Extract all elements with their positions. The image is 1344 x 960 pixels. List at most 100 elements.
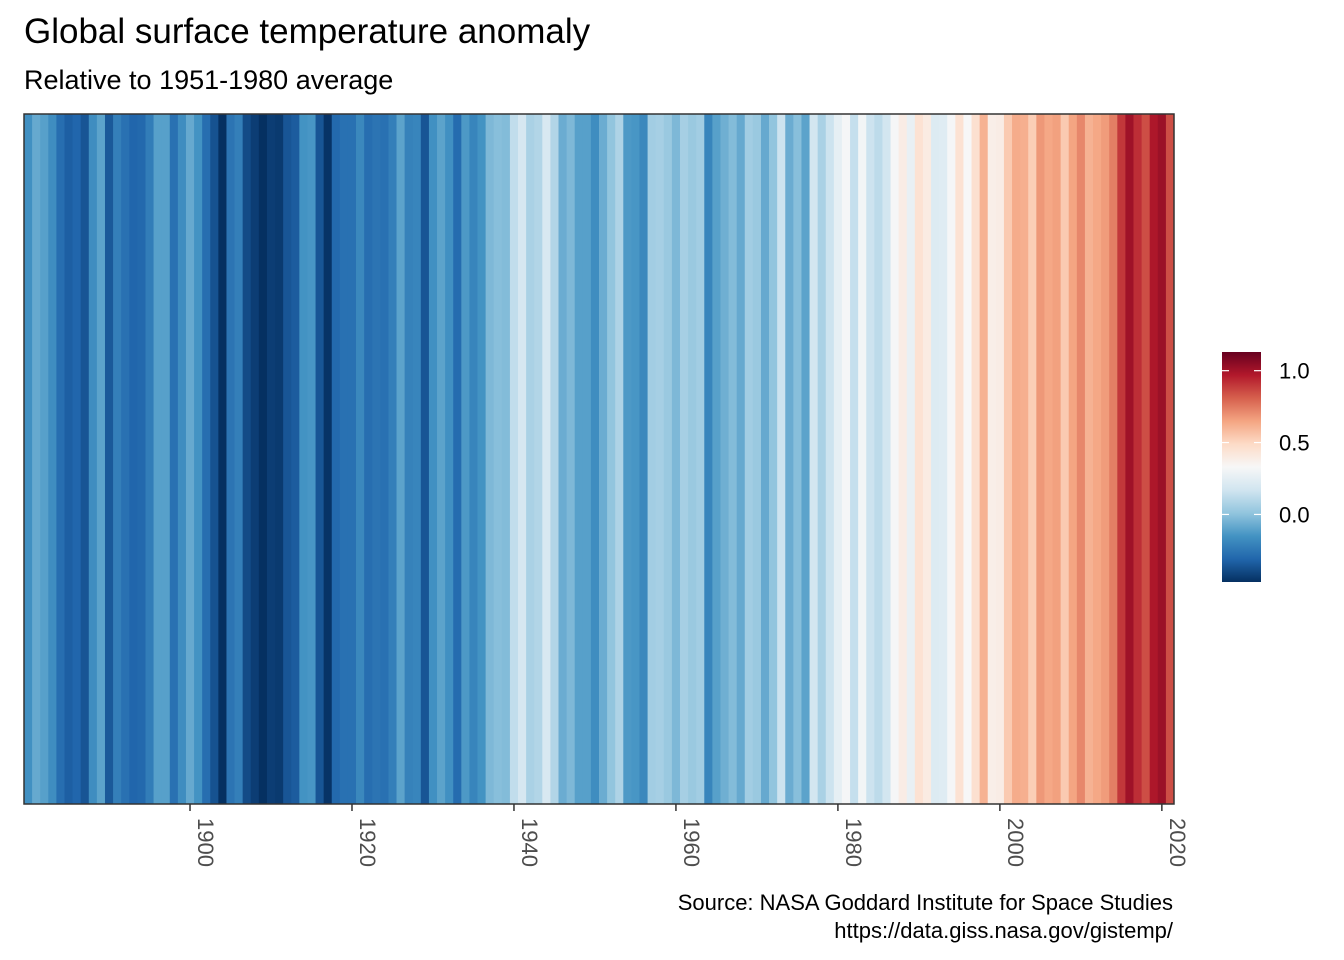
stripe-1973 (777, 114, 786, 804)
stripe-1914 (299, 114, 308, 804)
stripe-1985 (874, 114, 883, 804)
stripe-1895 (145, 114, 154, 804)
stripe-1974 (785, 114, 794, 804)
stripe-2009 (1068, 114, 1078, 804)
stripe-1980 (833, 114, 843, 804)
chart-subtitle: Relative to 1951-1980 average (24, 65, 394, 95)
stripe-1976 (801, 114, 810, 804)
stripe-1969 (744, 114, 754, 804)
stripe-1963 (696, 114, 705, 804)
stripe-1902 (202, 114, 211, 804)
stripe-1972 (769, 114, 778, 804)
stripe-1971 (760, 114, 770, 804)
stripe-2000 (995, 114, 1005, 804)
stripe-1996 (963, 114, 972, 804)
x-tick-label-1900: 1900 (193, 818, 218, 867)
stripe-1882 (40, 114, 49, 804)
stripe-1910 (266, 114, 276, 804)
stripe-1968 (736, 114, 746, 804)
stripe-1997 (971, 114, 981, 804)
stripe-1938 (493, 114, 503, 804)
stripe-1916 (315, 114, 325, 804)
stripe-2011 (1084, 114, 1094, 804)
stripe-1965 (712, 114, 721, 804)
stripe-1891 (113, 114, 122, 804)
stripe-2012 (1093, 114, 1102, 804)
stripe-1957 (647, 114, 657, 804)
stripe-2018 (1141, 114, 1151, 804)
stripe-1889 (96, 114, 106, 804)
stripe-1906 (234, 114, 244, 804)
stripe-1886 (72, 114, 82, 804)
stripe-1931 (437, 114, 446, 804)
stripe-1979 (825, 114, 835, 804)
stripe-1998 (979, 114, 989, 804)
stripe-2007 (1052, 114, 1062, 804)
stripe-1947 (566, 114, 576, 804)
stripe-1942 (526, 114, 535, 804)
stripe-2015 (1117, 114, 1126, 804)
stripe-1940 (509, 114, 519, 804)
stripe-1883 (48, 114, 57, 804)
x-tick-label-1980: 1980 (841, 818, 866, 867)
stripes-group (24, 114, 1175, 804)
stripe-2016 (1125, 114, 1134, 804)
stripe-1994 (947, 114, 956, 804)
stripe-2013 (1101, 114, 1110, 804)
stripe-1935 (469, 114, 478, 804)
stripe-2003 (1020, 114, 1029, 804)
stripe-2002 (1012, 114, 1021, 804)
stripe-1945 (550, 114, 559, 804)
stripe-1958 (655, 114, 665, 804)
x-tick-label-1920: 1920 (355, 818, 380, 867)
stripe-1934 (461, 114, 470, 804)
stripe-1948 (574, 114, 584, 804)
stripe-1921 (356, 114, 365, 804)
stripe-1923 (372, 114, 381, 804)
stripe-1988 (898, 114, 908, 804)
stripe-1887 (80, 114, 90, 804)
stripe-1930 (428, 114, 438, 804)
stripe-1967 (728, 114, 738, 804)
stripe-1925 (388, 114, 397, 804)
stripe-1900 (185, 114, 195, 804)
stripe-1959 (663, 114, 673, 804)
stripe-2020 (1157, 114, 1167, 804)
stripe-1918 (331, 114, 341, 804)
stripe-1954 (623, 114, 632, 804)
stripe-1960 (671, 114, 681, 804)
stripe-1977 (809, 114, 819, 804)
stripe-1893 (129, 114, 138, 804)
stripe-1912 (283, 114, 292, 804)
x-tick-label-1960: 1960 (679, 818, 704, 867)
caption-source: Source: NASA Goddard Institute for Space… (677, 890, 1173, 915)
stripe-1995 (955, 114, 964, 804)
stripe-1922 (364, 114, 373, 804)
stripe-1911 (275, 114, 284, 804)
stripe-1915 (307, 114, 316, 804)
stripe-1901 (194, 114, 203, 804)
stripe-1990 (914, 114, 924, 804)
stripe-1933 (453, 114, 462, 804)
stripe-1939 (501, 114, 511, 804)
stripe-1999 (987, 114, 997, 804)
stripe-1884 (56, 114, 65, 804)
stripe-1946 (558, 114, 568, 804)
stripe-1920 (347, 114, 357, 804)
stripe-1964 (704, 114, 713, 804)
x-tick-label-1940: 1940 (517, 818, 542, 867)
stripe-2004 (1028, 114, 1037, 804)
stripe-1909 (258, 114, 268, 804)
stripe-1986 (882, 114, 891, 804)
stripe-1929 (420, 114, 430, 804)
stripe-1981 (841, 114, 851, 804)
stripe-2014 (1109, 114, 1118, 804)
stripe-1956 (639, 114, 648, 804)
panel-border (23, 113, 1175, 805)
stripe-1944 (542, 114, 551, 804)
stripe-1919 (339, 114, 349, 804)
legend-tick-label: 0.0 (1279, 502, 1310, 527)
stripe-1926 (396, 114, 406, 804)
stripe-1892 (121, 114, 130, 804)
